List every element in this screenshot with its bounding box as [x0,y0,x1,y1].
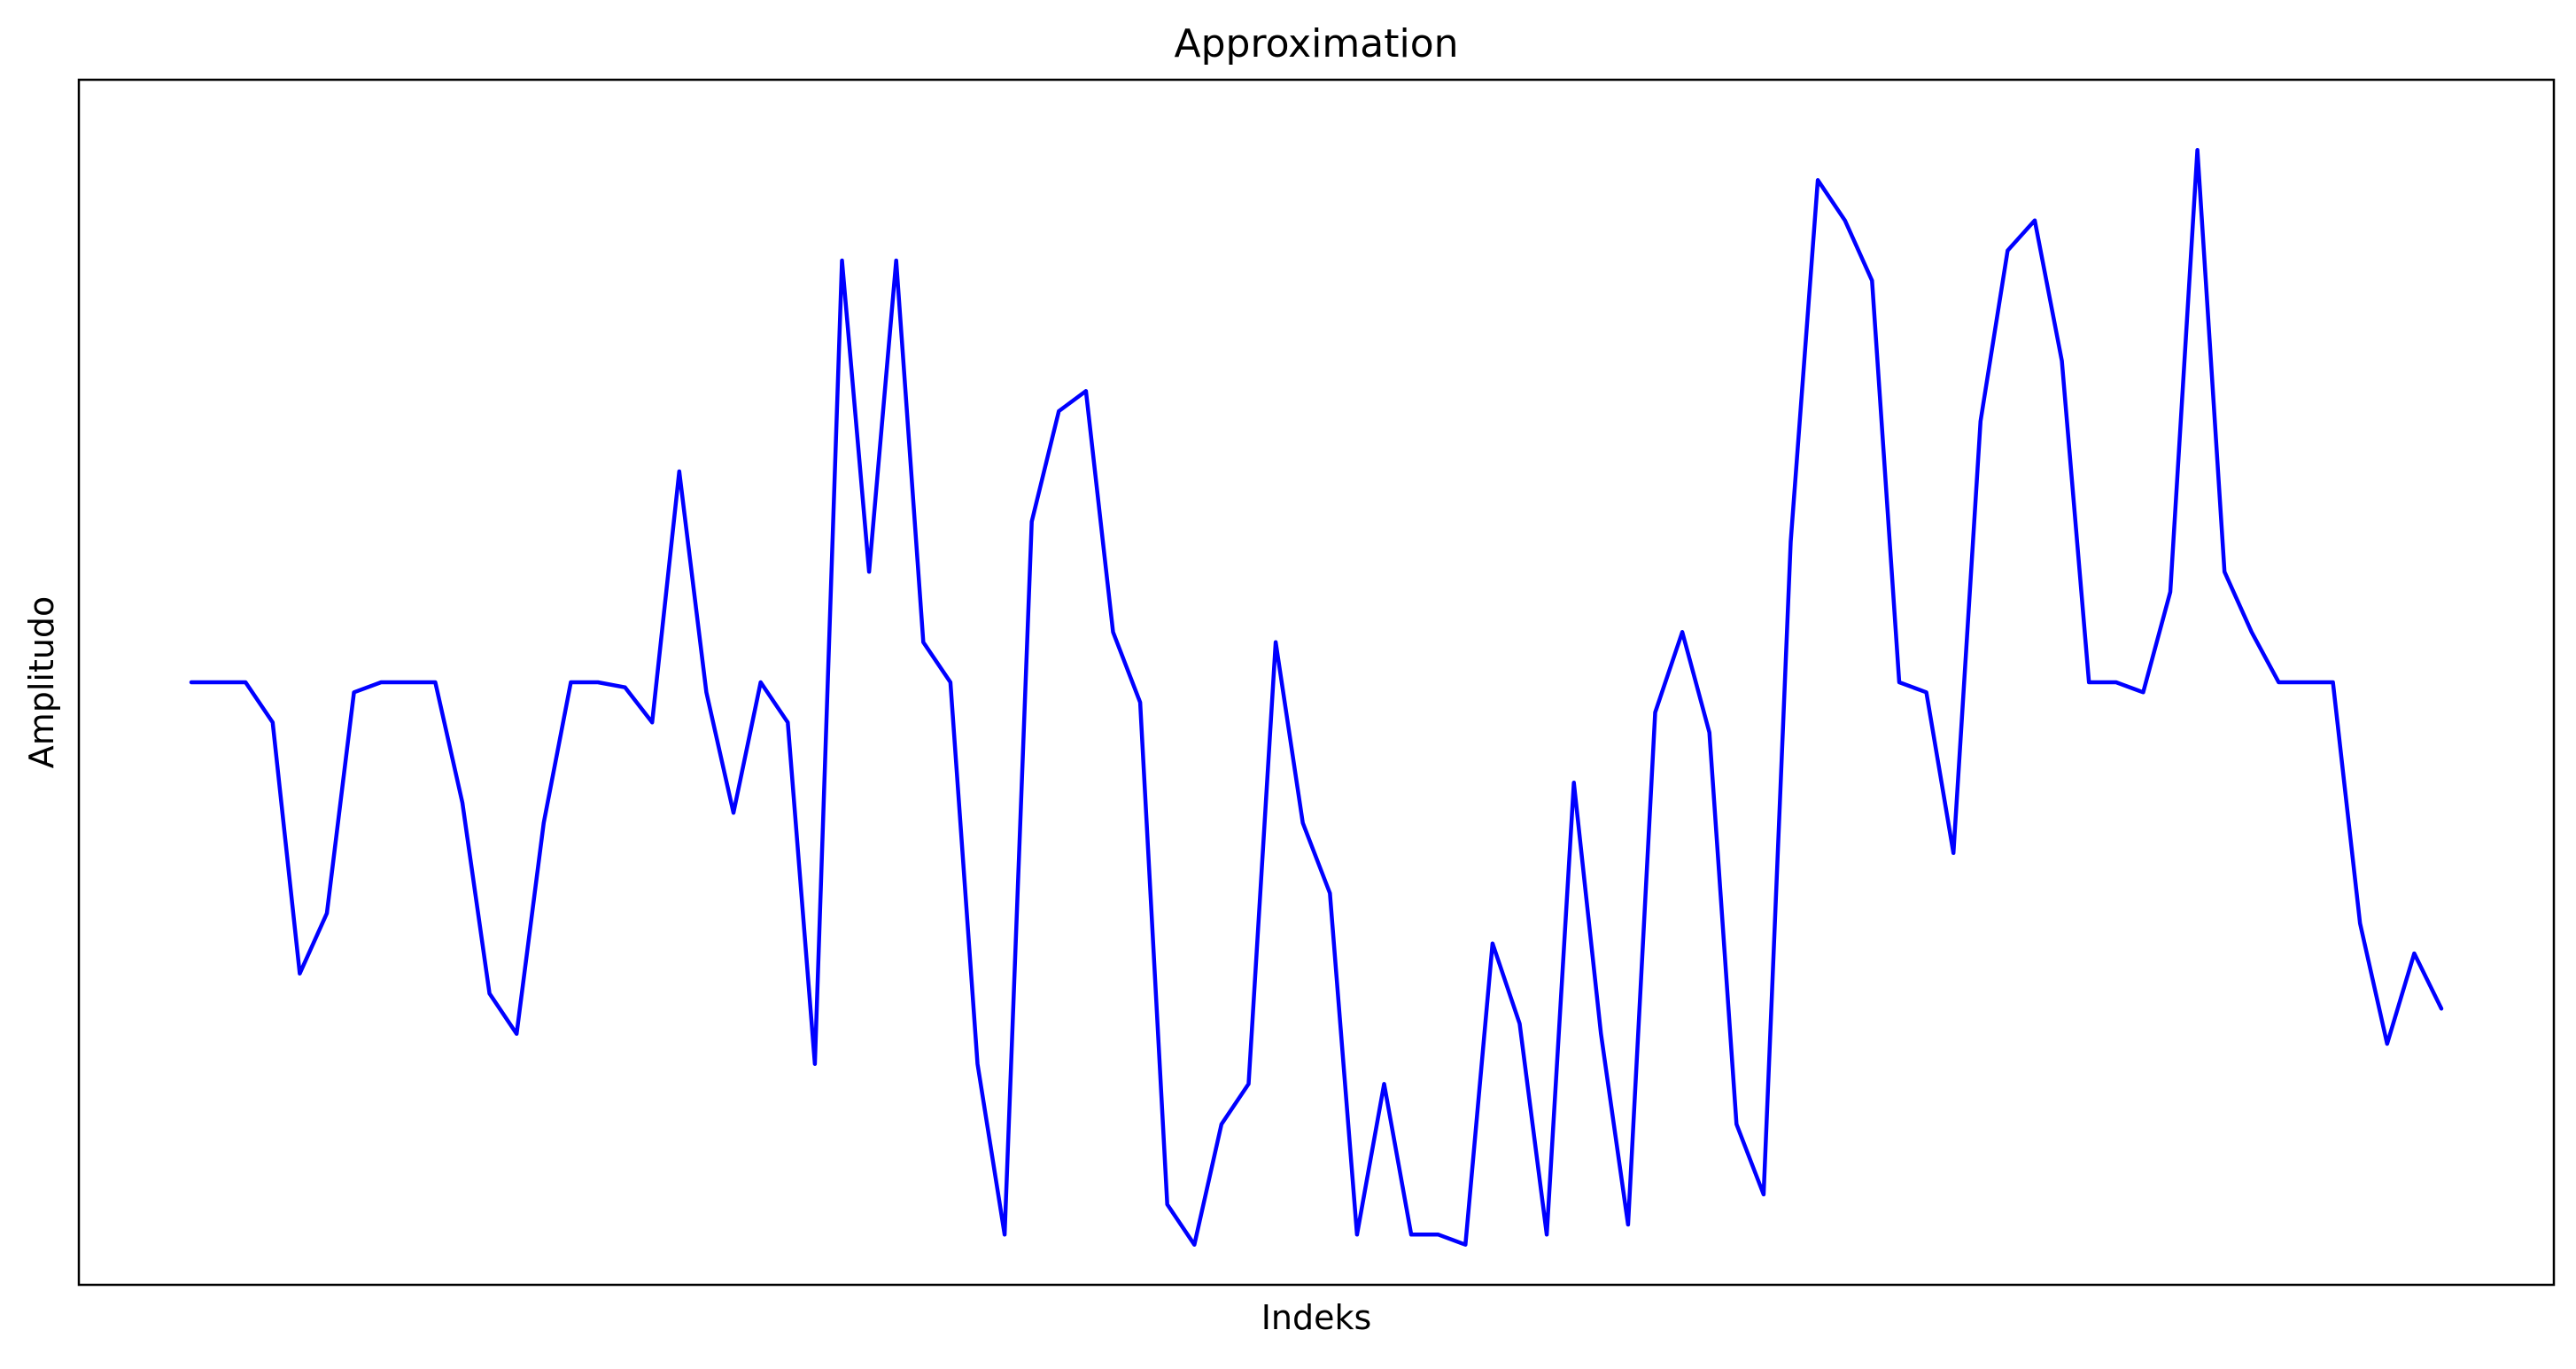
series-line [189,148,2444,1247]
plot-area [189,148,2444,1247]
chart-title: Approximation [1174,21,1458,66]
plot-frame [77,78,2556,1287]
y-axis-label: Amplitudo [22,596,61,769]
x-axis-label: Indeks [1261,1298,1372,1337]
